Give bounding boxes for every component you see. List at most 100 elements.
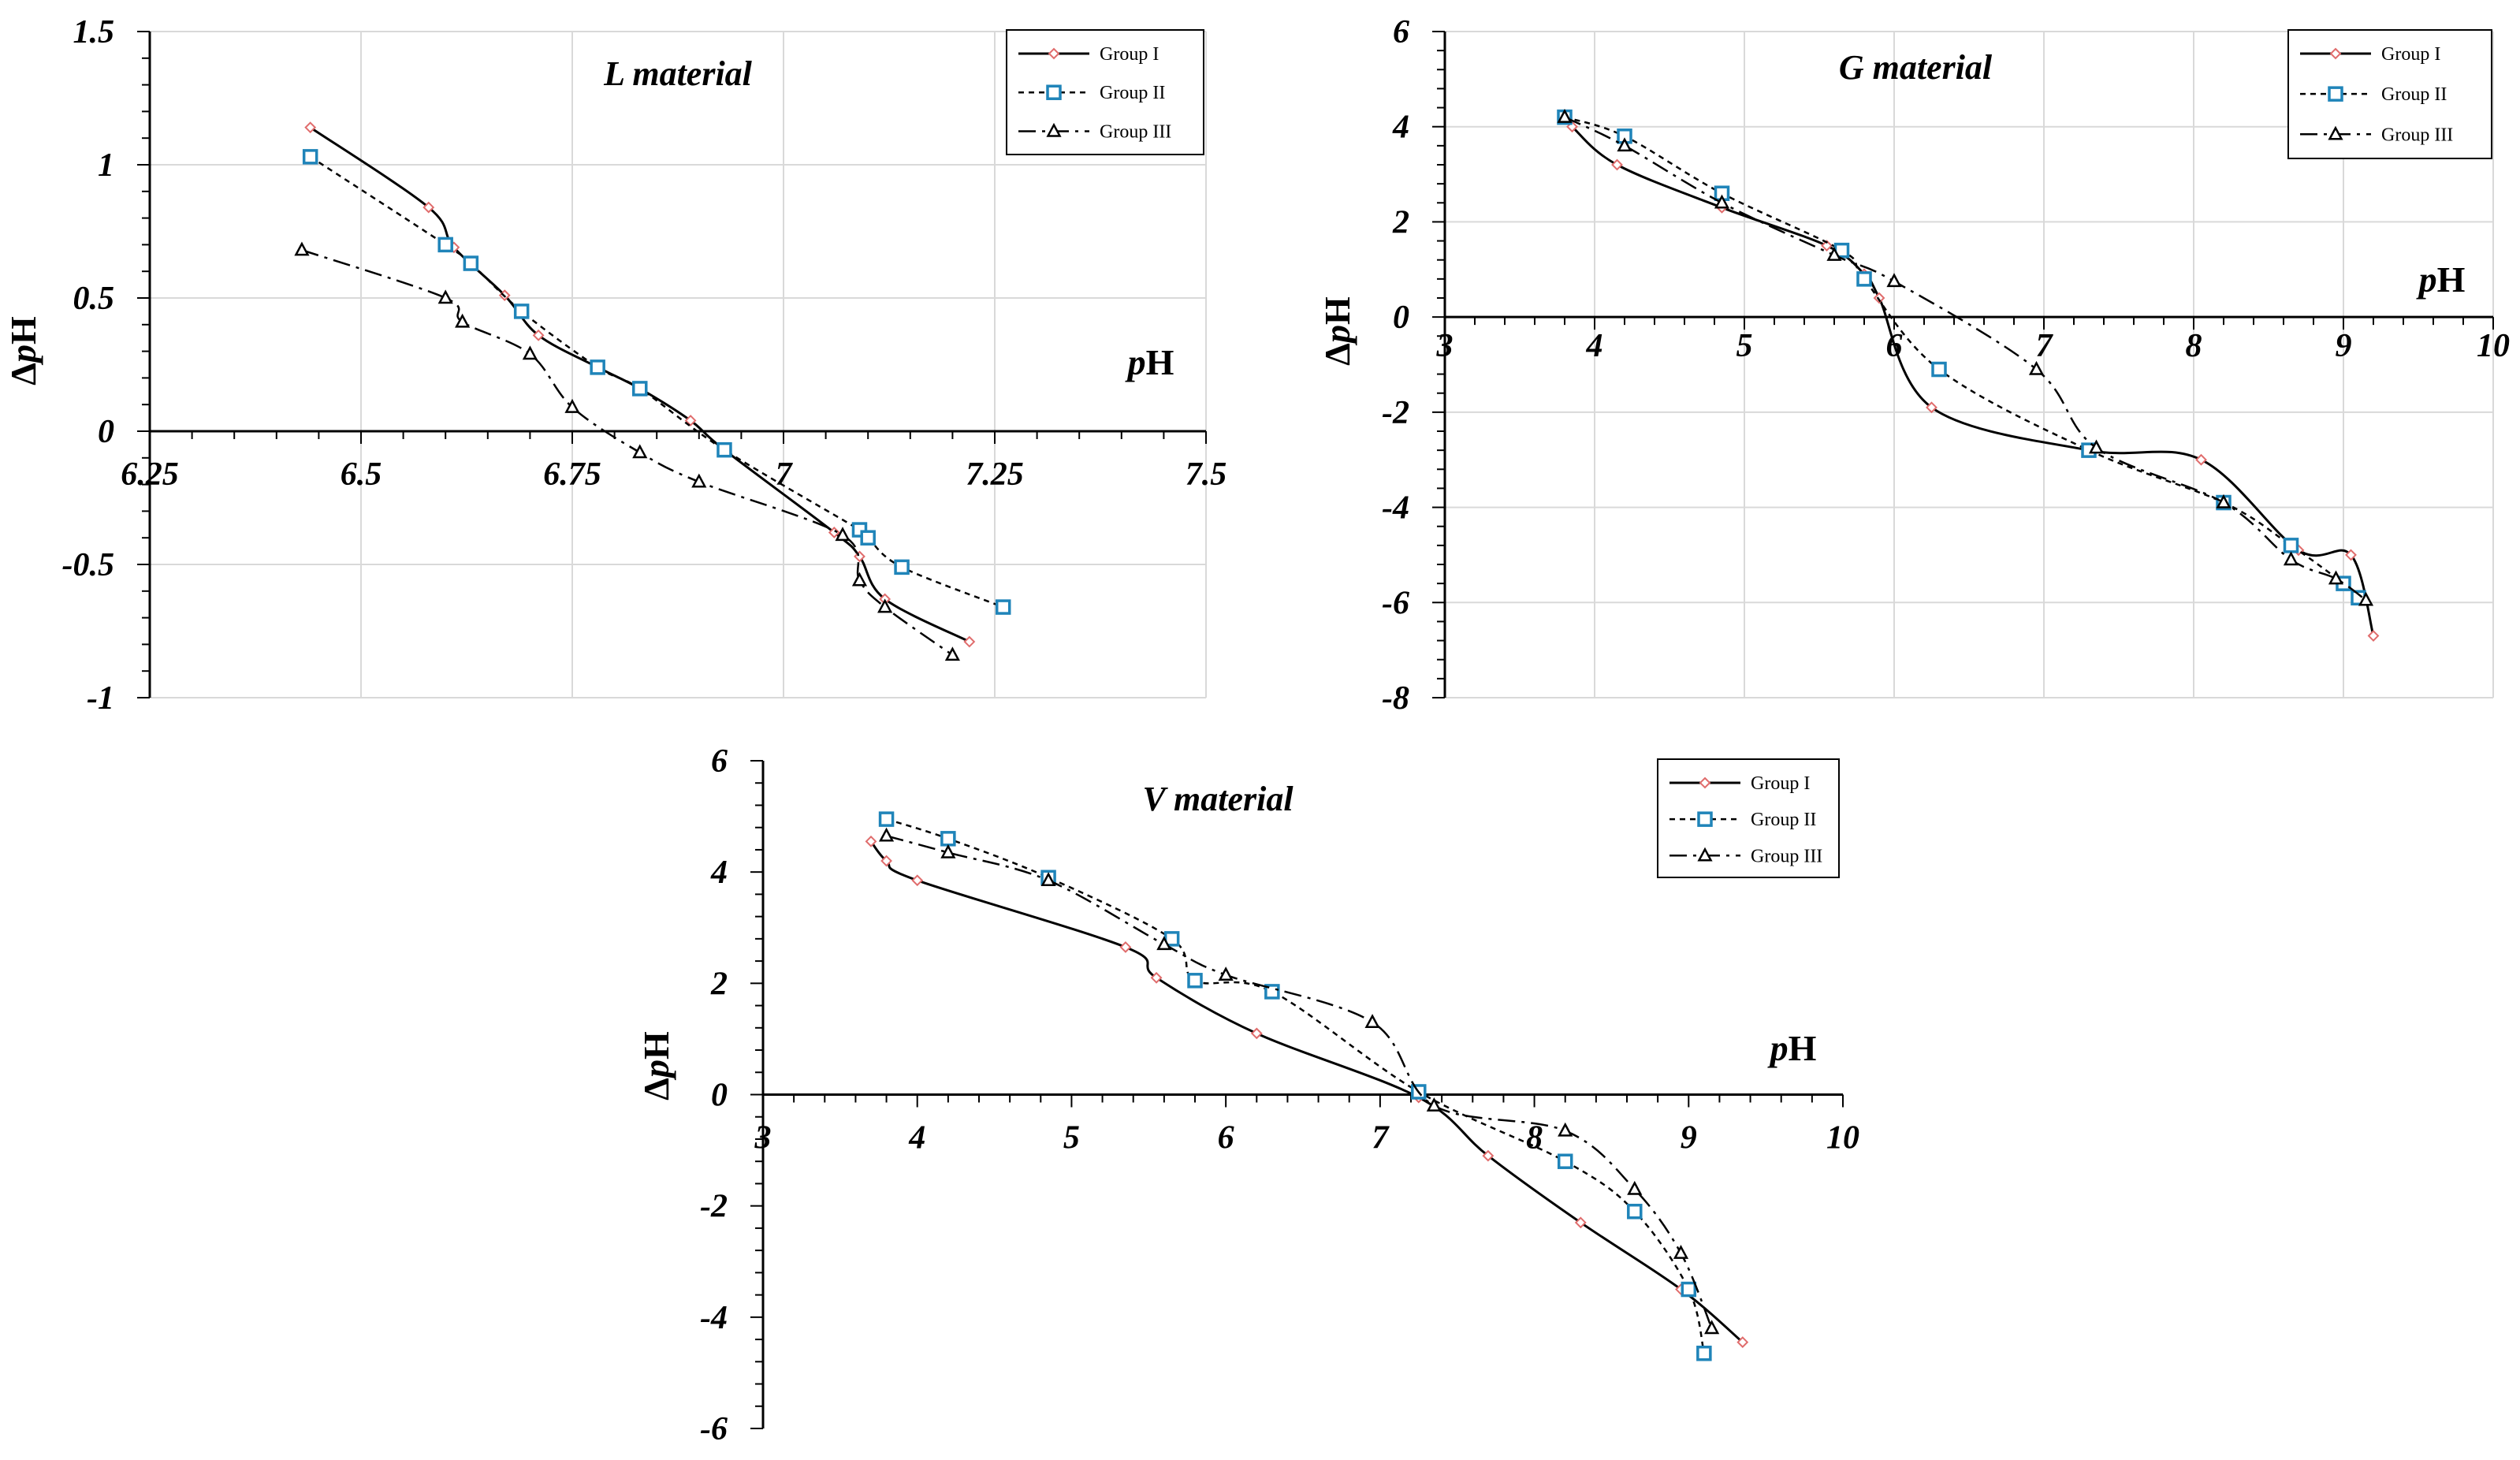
g-material-legend-group-iii-label: Group III: [2381, 125, 2453, 145]
g-material-x-tick-label: 8: [2186, 328, 2202, 364]
g-material-x-tick-label: 9: [2336, 328, 2352, 364]
v-material-x-tick-label: 9: [1681, 1120, 1697, 1156]
g-material-group-iii-point: [2029, 362, 2044, 375]
v-material-group-ii-point: [1557, 1153, 1573, 1169]
g-material-x-tick-label: 5: [1736, 328, 1753, 364]
l-material-group-ii-point: [590, 359, 605, 375]
g-material-y-tick-label: -2: [1382, 395, 1409, 431]
v-material-y-tick-label: -6: [700, 1411, 728, 1447]
v-material-group-ii-point: [1681, 1281, 1697, 1298]
v-material-y-axis-label: ΔpH: [636, 1031, 676, 1101]
v-material-legend-group-ii-label: Group II: [1751, 810, 1816, 830]
v-material-group-ii-point: [1696, 1345, 1712, 1361]
g-material-group-ii-line: [1564, 116, 2359, 599]
y-label-p: p: [1317, 325, 1357, 346]
l-material-group-iii-point: [295, 242, 309, 256]
v-material-y-tick-label: -4: [700, 1300, 728, 1336]
g-material-group-i-point: [1611, 159, 1623, 170]
v-material-group-i-point: [1251, 1027, 1263, 1039]
g-material-y-axis-label: ΔpH: [1317, 296, 1357, 366]
g-material-group-i-line: [1563, 116, 2375, 636]
v-material-group-iii-point: [879, 829, 894, 842]
y-label-p: p: [3, 345, 43, 366]
v-material-group-ii-line: [886, 818, 1706, 1354]
y-label-p: p: [636, 1060, 676, 1081]
v-material-y-tick-label: 4: [710, 855, 728, 891]
v-material-legend-group-ii-marker: [1697, 811, 1713, 827]
l-material-y-tick-label: 0.5: [73, 281, 115, 317]
l-material-group-ii-line: [310, 155, 1004, 609]
g-material-group-iii-line: [1564, 116, 2367, 602]
l-material-legend: Group I Group II Group III: [1006, 29, 1204, 155]
l-material-group-ii-point: [860, 530, 876, 546]
v-material-legend-group-i-label: Group I: [1751, 773, 1810, 794]
l-material-legend-group-i-label: Group I: [1100, 44, 1159, 65]
l-material-x-tick-label: 7.25: [966, 456, 1024, 493]
v-material-y-tick-label: -2: [700, 1189, 728, 1225]
g-material-legend-group-ii-label: Group II: [2381, 84, 2447, 105]
v-material-group-ii-point: [940, 831, 956, 847]
v-material-x-tick-label: 3: [754, 1120, 772, 1156]
v-material-title: V material: [1142, 780, 1294, 818]
g-material-group-i-point: [2368, 630, 2379, 642]
v-material-x-tick-label: 8: [1526, 1120, 1543, 1156]
l-material-group-ii-point: [632, 381, 648, 397]
v-material-legend: Group I Group II Group III: [1657, 758, 1840, 878]
v-material-group-iii-point: [1558, 1123, 1573, 1137]
l-material-y-tick-label: 0: [98, 414, 114, 450]
x-label-p: p: [1125, 342, 1146, 382]
g-material-group-iii-point: [1887, 274, 1901, 288]
x-label-p: p: [2416, 259, 2437, 300]
v-material-legend-box: [1657, 758, 1840, 878]
l-material-x-tick-label: 6.75: [543, 456, 601, 493]
g-material-x-tick-label: 4: [1586, 328, 1603, 364]
x-label-rest: H: [1146, 342, 1174, 382]
l-material-x-axis-label: pH: [1125, 342, 1174, 382]
l-material-group-ii-point: [513, 304, 530, 319]
g-material-x-axis-label: pH: [2416, 259, 2466, 300]
l-material-group-ii-point: [995, 599, 1011, 615]
v-material-y-tick-label: 0: [711, 1078, 728, 1114]
v-material-group-iii-line: [886, 835, 1713, 1329]
l-material-chart: 6.25 6.5 6.75 7 7.25 7.5 -1 -0.5 0 0.5 1 1.5 L mater…: [3, 14, 1226, 717]
l-material-y-tick-label: -1: [87, 680, 114, 717]
l-material-y-tick-label: 1: [98, 147, 114, 184]
g-material-legend: Group I Group II Group III: [2287, 29, 2492, 159]
v-material-group-i-point: [1119, 941, 1131, 953]
l-material-group-iii-point: [945, 647, 960, 661]
l-material-y-tick-label: -0.5: [62, 547, 115, 583]
v-material-x-tick-label: 7: [1372, 1120, 1390, 1156]
l-material-x-tick-label: 7.5: [1186, 456, 1227, 493]
g-material-y-tick-label: 4: [1392, 110, 1409, 146]
l-material-group-i-point: [963, 636, 975, 648]
v-material-x-tick-label: 10: [1826, 1120, 1859, 1156]
g-material-group-iii-point: [2284, 552, 2299, 566]
l-material-y-axis-label: ΔpH: [3, 316, 43, 385]
l-material-x-tick-label: 7: [776, 456, 794, 493]
l-material-group-iii-point: [836, 527, 850, 542]
g-material-legend-group-ii-marker: [2328, 86, 2343, 102]
g-material-x-tick-label: 3: [1436, 328, 1454, 364]
g-material-x-tick-label: 7: [2036, 328, 2054, 364]
y-label-rest: H: [1317, 296, 1357, 325]
x-label-rest: H: [2437, 259, 2466, 300]
v-material-group-ii-point: [878, 811, 895, 827]
y-label-rest: H: [3, 316, 43, 345]
l-material-group-ii-point: [437, 237, 453, 253]
g-material-y-tick-label: 0: [1393, 300, 1409, 336]
y-label-rest: H: [636, 1031, 676, 1060]
l-material-group-ii-point: [302, 149, 318, 165]
l-material-group-ii-point: [894, 559, 910, 575]
g-material-x-tick-label: 10: [2477, 328, 2510, 364]
y-label-delta: Δ: [1317, 343, 1357, 366]
l-material-group-iii-point: [523, 346, 538, 360]
v-material-x-tick-label: 4: [908, 1120, 925, 1156]
l-material-legend-group-ii-label: Group II: [1100, 83, 1165, 103]
v-material-group-iii-point: [1628, 1182, 1642, 1195]
v-material-x-tick-label: 6: [1218, 1120, 1234, 1156]
v-material-group-iii-point: [1365, 1015, 1379, 1028]
v-material-y-tick-label: 2: [710, 966, 728, 1002]
